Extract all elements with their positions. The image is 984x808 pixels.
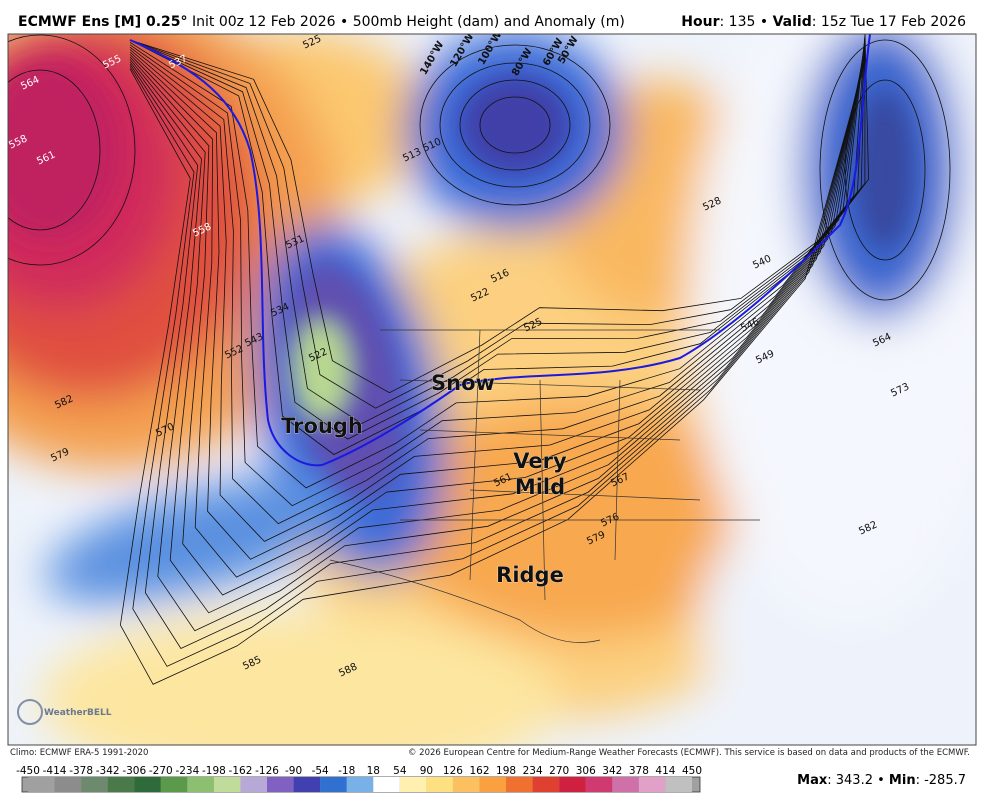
colorbar-label: 270	[549, 765, 569, 777]
colorbar-swatch	[240, 777, 268, 792]
min-label: Min	[889, 773, 916, 788]
contour	[129, 45, 866, 560]
contours	[8, 34, 951, 685]
colorbar-swatch	[160, 777, 188, 792]
colorbar-label: 450	[682, 765, 702, 777]
annotation: Mild	[515, 475, 565, 499]
annotation: Snow	[431, 371, 495, 395]
colorbar-swatch	[426, 777, 453, 792]
colorbar-swatch	[373, 777, 400, 792]
contour	[129, 55, 866, 632]
valid-text: : 15z Tue 17 Feb 2026	[812, 14, 966, 30]
logo-text: WeatherBELL	[44, 708, 112, 718]
colorbar-label: 90	[420, 765, 433, 777]
colorbar-label: -342	[96, 765, 120, 777]
colorbar-label: 162	[469, 765, 489, 777]
colorbar-label: -234	[175, 765, 199, 777]
colorbar-swatch	[559, 777, 586, 792]
colorbar-label: 126	[443, 765, 463, 777]
colorbar-swatch	[638, 777, 666, 792]
logo: WeatherBELL	[17, 699, 112, 725]
hour-text: : 135 •	[720, 14, 769, 30]
contour	[129, 60, 866, 667]
colorbar-label: 306	[576, 765, 596, 777]
colorbar-swatch	[346, 777, 374, 792]
colorbar-label: 18	[367, 765, 380, 777]
colorbar-label: -18	[338, 765, 355, 777]
colorbar-label: 54	[393, 765, 407, 777]
colorbar-swatch	[585, 777, 613, 792]
contour	[129, 48, 866, 578]
contour	[129, 41, 866, 525]
annotation: Ridge	[496, 563, 564, 587]
colorbar-label: 378	[629, 765, 649, 777]
contour	[129, 36, 866, 489]
contour	[419, 44, 611, 206]
colorbar-label: -54	[312, 765, 329, 777]
contour-540	[129, 34, 871, 467]
colorbar-swatch	[293, 777, 321, 792]
contour	[129, 57, 866, 650]
header-title: ECMWF Ens [M] 0.25° Init 00z 12 Feb 2026…	[18, 14, 625, 30]
colorbar-swatch	[612, 777, 639, 792]
boundaries	[329, 329, 760, 643]
contour	[129, 43, 866, 542]
contour	[479, 96, 551, 154]
colorbar: -450 -414 -378 -342 -306 -270 -234 -198 -162 -126…	[16, 765, 702, 793]
contour	[119, 62, 866, 685]
colorbar-swatch	[506, 777, 533, 792]
max-min: Max: 343.2 • Min: -285.7	[797, 773, 966, 788]
contour	[8, 69, 101, 231]
colorbar-label: -126	[255, 765, 279, 777]
climo: Climo: ECMWF ERA-5 1991-2020	[10, 748, 148, 758]
contour	[439, 62, 591, 188]
valid-label: Valid	[773, 14, 812, 30]
contour	[129, 50, 866, 596]
colorbar-swatch	[28, 777, 55, 792]
header-valid: Hour: 135 • Valid: 15z Tue 17 Feb 2026	[681, 14, 966, 30]
contour	[844, 79, 926, 261]
colorbar-label: 234	[523, 765, 543, 777]
colorbar-label: -90	[285, 765, 302, 777]
contour	[819, 39, 951, 301]
colorbar-label: -270	[149, 765, 173, 777]
contour	[459, 79, 571, 171]
annotation: Trough	[281, 414, 363, 438]
max-text: : 343.2 •	[827, 773, 885, 788]
colorbar-swatch	[665, 777, 692, 792]
colorbar-swatch	[452, 777, 480, 792]
colorbar-swatch	[134, 777, 161, 792]
colorbar-label: 414	[655, 765, 675, 777]
colorbar-label: 198	[496, 765, 516, 777]
model: ECMWF Ens [M] 0.25°	[18, 14, 188, 30]
colorbar-label: 342	[602, 765, 622, 777]
colorbar-swatch	[187, 777, 214, 792]
colorbar-label: -378	[69, 765, 93, 777]
annotation: Very	[513, 449, 567, 473]
max-label: Max	[797, 773, 828, 788]
min-text: : -285.7	[916, 773, 966, 788]
contour	[129, 53, 866, 614]
contour	[129, 38, 866, 507]
colorbar-swatch	[107, 777, 135, 792]
colorbar-swatch	[479, 777, 507, 792]
colorbar-label: -306	[122, 765, 146, 777]
hour-label: Hour	[681, 14, 719, 30]
colorbar-swatch	[399, 777, 427, 792]
colorbar-label: -162	[229, 765, 253, 777]
colorbar-swatch	[320, 777, 347, 792]
colorbar-swatch	[81, 777, 108, 792]
colorbar-swatch	[213, 777, 241, 792]
description: Init 00z 12 Feb 2026 • 500mb Height (dam…	[192, 14, 625, 30]
colorbar-label: -450	[16, 765, 40, 777]
colorbar-swatch	[267, 777, 294, 792]
colorbar-swatch	[532, 777, 560, 792]
colorbar-label: -198	[202, 765, 226, 777]
contour	[8, 34, 136, 266]
colorbar-label: -414	[43, 765, 67, 777]
colorbar-swatch	[54, 777, 82, 792]
copyright: © 2026 European Centre for Medium-Range …	[408, 748, 970, 758]
